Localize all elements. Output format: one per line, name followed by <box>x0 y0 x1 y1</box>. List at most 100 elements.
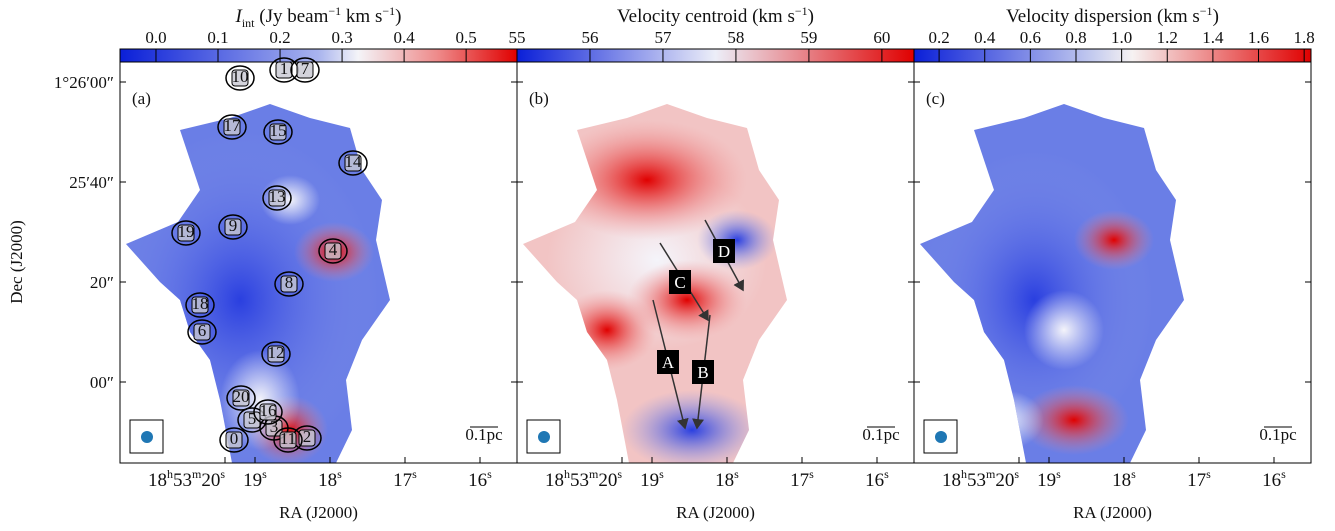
panel-label: (b) <box>529 89 549 108</box>
clump-label: 18 <box>192 294 209 313</box>
title-part: ) <box>395 6 401 27</box>
label-part: s <box>412 467 417 481</box>
clump-box <box>223 118 241 136</box>
clump-contour <box>338 150 368 176</box>
title-part: −1 <box>328 4 341 18</box>
clump-label: 13 <box>269 187 286 206</box>
label-part: 17 <box>790 470 809 491</box>
x-tick-label: 18s <box>715 467 739 491</box>
title-part: ) <box>808 6 814 27</box>
title-part: Velocity dispersion (km s <box>1006 6 1200 27</box>
clump-label: 0 <box>230 429 239 448</box>
label-part: m <box>589 467 599 481</box>
clump-box <box>232 389 250 407</box>
label-part: 18 <box>1112 470 1131 491</box>
label-part: h <box>961 467 967 481</box>
clump-contour <box>261 341 291 367</box>
clump-box <box>344 154 362 172</box>
clump-label: 5 <box>248 409 257 428</box>
flow-label: D <box>718 242 730 261</box>
label-part: 18 <box>318 470 337 491</box>
clump-box <box>259 403 277 421</box>
clump-box <box>275 61 293 79</box>
map-patch <box>547 120 747 240</box>
flow-box <box>713 239 735 263</box>
y-tick-label: 1°26′00″ <box>54 73 114 92</box>
clump-label: 17 <box>224 116 242 135</box>
label-part: s <box>1056 467 1061 481</box>
colorbar <box>516 48 915 63</box>
label-part: s <box>1131 467 1136 481</box>
clump-label: 7 <box>301 59 310 78</box>
clump-label: 3 <box>270 417 279 436</box>
title-part: ) <box>1213 6 1219 27</box>
emission-map <box>523 104 787 463</box>
clump-label: 6 <box>198 321 207 340</box>
map-patch <box>697 210 777 270</box>
clump-contour <box>318 238 348 264</box>
x-tick-label: 18h53m20s <box>942 467 1019 491</box>
colorbar-tick-label: 57 <box>654 28 672 47</box>
clump-contour <box>253 399 283 425</box>
x-tick-label: 17s <box>1187 467 1211 491</box>
y-tick-label: 20″ <box>90 273 114 292</box>
map-patch <box>964 390 1044 450</box>
emission-map <box>126 104 390 463</box>
clump-box <box>269 123 287 141</box>
clump-contour <box>185 292 215 318</box>
x-tick-label: 17s <box>393 467 417 491</box>
title-part: −1 <box>1200 4 1213 18</box>
beam <box>141 431 153 443</box>
label-part: s <box>734 467 739 481</box>
flow-box <box>657 350 679 374</box>
beam <box>538 431 550 443</box>
label-part: s <box>884 467 889 481</box>
title-part: (Jy beam <box>255 6 329 27</box>
x-tick-label: 16s <box>865 467 889 491</box>
clump-box <box>268 189 286 207</box>
label-part: 53 <box>967 470 986 491</box>
label-part: m <box>192 467 202 481</box>
label-part: 20 <box>598 470 617 491</box>
map-patch <box>260 175 320 225</box>
label-part: 18 <box>148 470 167 491</box>
flow-label: C <box>674 273 685 292</box>
clump-label: 11 <box>280 429 296 448</box>
flow-box <box>692 360 714 384</box>
clump-box <box>225 431 243 449</box>
label-part: 19 <box>1037 470 1056 491</box>
label-part: s <box>659 467 664 481</box>
label-part: s <box>262 467 267 481</box>
clump-label: 10 <box>232 67 249 86</box>
colorbar-tick-label: 0.6 <box>1020 28 1041 47</box>
colorbar-tick-label: 1.4 <box>1202 28 1224 47</box>
x-tick-label: 18h53m20s <box>545 467 622 491</box>
clump-box <box>267 345 285 363</box>
x-tick-label: 18s <box>1112 467 1136 491</box>
flow-box <box>669 270 691 294</box>
x-tick-label: 18s <box>318 467 342 491</box>
clump-box <box>298 429 316 447</box>
y-tick-label: 00″ <box>90 373 114 392</box>
clump-contour <box>226 385 256 411</box>
label-part: 19 <box>243 470 262 491</box>
x-tick-label: 19s <box>640 467 664 491</box>
clump-box <box>279 431 297 449</box>
x-axis-title: RA (J2000) <box>279 503 358 522</box>
emission-map <box>920 104 1184 463</box>
panel: 55 56 57 58 59 60 Velocity centroid (km s−1) 18… <box>509 4 915 522</box>
clump-label: 20 <box>233 387 250 406</box>
map-patch <box>1074 210 1154 270</box>
label-part: m <box>986 467 996 481</box>
flow-label: B <box>697 363 708 382</box>
label-part: 17 <box>1187 470 1206 491</box>
clump-box <box>193 323 211 341</box>
panel-label: (c) <box>926 89 945 108</box>
title-part: Velocity centroid (km s <box>617 6 795 27</box>
scale-label: 0.1pc <box>465 425 503 444</box>
label-part: s <box>1206 467 1211 481</box>
x-tick-label: 19s <box>1037 467 1061 491</box>
title-part: −1 <box>382 4 395 18</box>
clump-box <box>280 275 298 293</box>
